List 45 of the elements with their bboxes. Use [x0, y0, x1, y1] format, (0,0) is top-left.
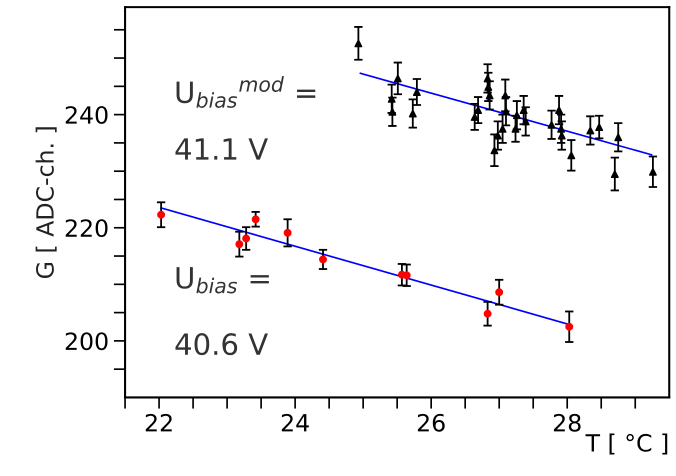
x-axis-title: T [ °C ]: [586, 434, 668, 455]
x-tick-label: 28: [554, 414, 581, 432]
x-tick-label: 24: [282, 414, 309, 432]
point: [595, 123, 604, 132]
point: [490, 146, 498, 154]
point: [242, 234, 250, 242]
point: [648, 168, 657, 176]
point: [498, 124, 507, 133]
point: [555, 106, 563, 114]
point: [522, 117, 530, 126]
point: [252, 215, 260, 224]
point: [157, 210, 166, 219]
x-tick-label: 26: [418, 414, 445, 432]
point: [501, 91, 510, 100]
point: [548, 120, 556, 129]
point: [484, 74, 492, 82]
annotation: 41.1 V: [175, 138, 268, 160]
y-tick-label: 240: [66, 106, 108, 124]
point: [495, 288, 504, 296]
point: [484, 310, 492, 318]
point: [388, 108, 396, 116]
point: [512, 111, 521, 120]
point: [614, 133, 622, 142]
point: [586, 126, 594, 134]
point: [567, 151, 576, 160]
point: [412, 88, 421, 96]
annotation: U$_{bias}$$^{mod}$ =: [176, 76, 316, 108]
y-tick-label: 200: [66, 332, 108, 350]
point: [394, 74, 402, 82]
point: [558, 132, 566, 140]
y-axis-title: G [ ADC-ch. ]: [36, 127, 57, 278]
point: [354, 39, 362, 48]
point: [512, 124, 520, 133]
point: [284, 228, 292, 237]
point: [235, 240, 244, 248]
point: [565, 322, 574, 331]
annotation: 40.6 V: [175, 333, 268, 356]
point: [610, 170, 619, 178]
annotation: U$_{bias}$ =: [176, 267, 269, 294]
x-tick-label: 22: [146, 414, 172, 432]
point: [408, 110, 417, 118]
point: [319, 255, 327, 264]
y-tick-label: 220: [66, 219, 108, 238]
point: [557, 124, 566, 133]
point: [402, 271, 411, 280]
